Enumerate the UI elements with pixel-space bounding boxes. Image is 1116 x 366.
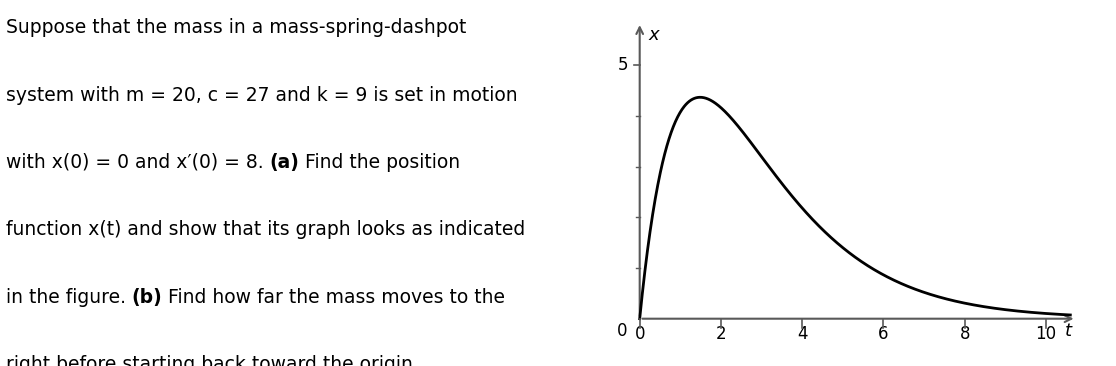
- Text: system with m = 20, c = 27 and k = 9 is set in motion: system with m = 20, c = 27 and k = 9 is …: [6, 86, 518, 105]
- Text: Find how far the mass moves to the: Find how far the mass moves to the: [163, 288, 506, 307]
- Text: 0: 0: [617, 322, 627, 340]
- Text: right before starting back toward the origin.: right before starting back toward the or…: [6, 355, 418, 366]
- Text: t: t: [1065, 322, 1071, 340]
- Text: 4: 4: [797, 325, 808, 343]
- Text: (a): (a): [269, 153, 299, 172]
- Text: 5: 5: [618, 56, 628, 74]
- Text: 8: 8: [960, 325, 970, 343]
- Text: with x(0) = 0 and x′(0) = 8.: with x(0) = 0 and x′(0) = 8.: [6, 153, 269, 172]
- Text: 2: 2: [715, 325, 727, 343]
- Text: 0: 0: [634, 325, 645, 343]
- Text: 6: 6: [878, 325, 888, 343]
- Text: 10: 10: [1036, 325, 1057, 343]
- Text: x: x: [648, 26, 660, 44]
- Text: in the figure.: in the figure.: [6, 288, 132, 307]
- Text: (b): (b): [132, 288, 163, 307]
- Text: Suppose that the mass in a mass-spring-dashpot: Suppose that the mass in a mass-spring-d…: [6, 18, 466, 37]
- Text: Find the position: Find the position: [299, 153, 460, 172]
- Text: function x(t) and show that its graph looks as indicated: function x(t) and show that its graph lo…: [6, 220, 525, 239]
